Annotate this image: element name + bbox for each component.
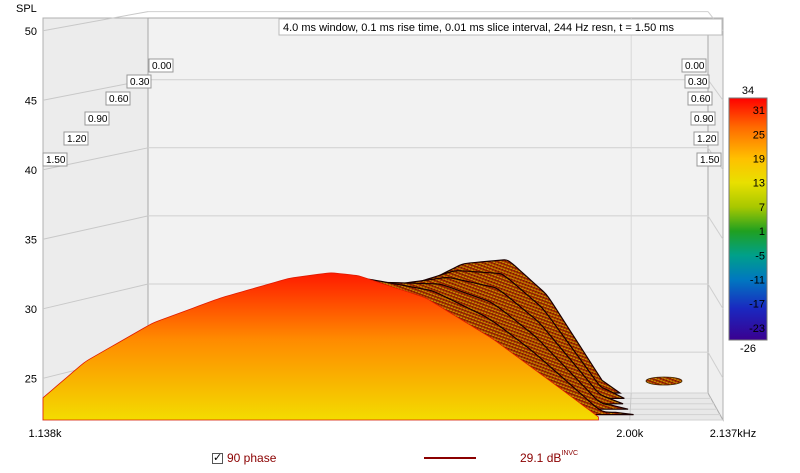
colorbar: 34 31 25 19 13 7 1 -5 -11 -17 -23 -26 [728,85,768,355]
y-tick-label: 35 [25,234,37,246]
phase-checkbox[interactable] [212,451,223,464]
legend: 90 phase 29.1 dBINVC [0,449,800,471]
time-label-left: 1.50 [42,152,68,167]
colorbar-label: 13 [753,178,765,190]
x-tick-label: 2.137kHz [710,428,756,440]
time-label-left: 1.20 [63,131,89,146]
colorbar-label: -17 [749,299,765,311]
time-label-left: 0.00 [148,58,174,73]
colorbar-label: 1 [759,226,765,238]
svg-text:0.60: 0.60 [691,94,711,105]
colorbar-label: 34 [742,85,754,97]
colorbar-label: 25 [753,129,765,141]
time-label-left: 0.60 [105,91,131,106]
phase-label: 90 phase [227,451,277,465]
svg-text:1.50: 1.50 [46,155,66,166]
surface-artifact [645,376,683,386]
title-box: 4.0 ms window, 0.1 ms rise time, 0.01 ms… [278,18,723,36]
time-label-right: 0.30 [684,74,710,89]
time-label-right: 0.60 [687,91,713,106]
svg-text:0.30: 0.30 [688,77,708,88]
colorbar-label: 19 [753,154,765,166]
colorbar-gradient [728,97,768,341]
y-tick-label: 50 [25,26,37,38]
svg-text:0.90: 0.90 [694,114,714,125]
svg-text:0.00: 0.00 [152,61,172,72]
time-label-right: 1.50 [696,152,722,167]
y-tick-label: 25 [25,373,37,385]
waterfall-surface [42,259,683,421]
y-tick-label: 30 [25,304,37,316]
y-axis-label: SPL [16,3,37,15]
colorbar-label: -11 [750,275,765,287]
svg-text:0.90: 0.90 [88,114,108,125]
svg-text:1.20: 1.20 [697,134,717,145]
trace-legend[interactable]: 29.1 dBINVC [424,450,579,465]
colorbar-label: 31 [753,105,765,117]
trace-line-swatch [424,457,476,459]
colorbar-label: -26 [740,343,756,355]
trace-value: 29.1 dBINVC [520,450,579,465]
svg-text:0.00: 0.00 [685,61,705,72]
x-tick-label: 1.138k [28,428,62,440]
time-label-right: 1.20 [693,131,719,146]
svg-text:0.60: 0.60 [109,94,129,105]
y-tick-label: 45 [25,95,37,107]
colorbar-label: -5 [755,250,765,262]
chart-title: 4.0 ms window, 0.1 ms rise time, 0.01 ms… [283,22,674,34]
front-slice [42,272,599,421]
x-tick-label: 2.00k [616,428,643,440]
time-label-right: 0.00 [681,58,707,73]
svg-text:1.50: 1.50 [700,155,720,166]
time-label-right: 0.90 [690,111,716,126]
colorbar-label: 7 [759,202,765,214]
y-tick-label: 40 [25,165,37,177]
phase-toggle[interactable]: 90 phase [212,451,276,465]
time-label-left: 0.30 [126,74,152,89]
svg-text:0.30: 0.30 [130,77,150,88]
svg-text:1.20: 1.20 [67,134,87,145]
colorbar-label: -23 [749,323,765,335]
time-label-left: 0.90 [84,111,110,126]
